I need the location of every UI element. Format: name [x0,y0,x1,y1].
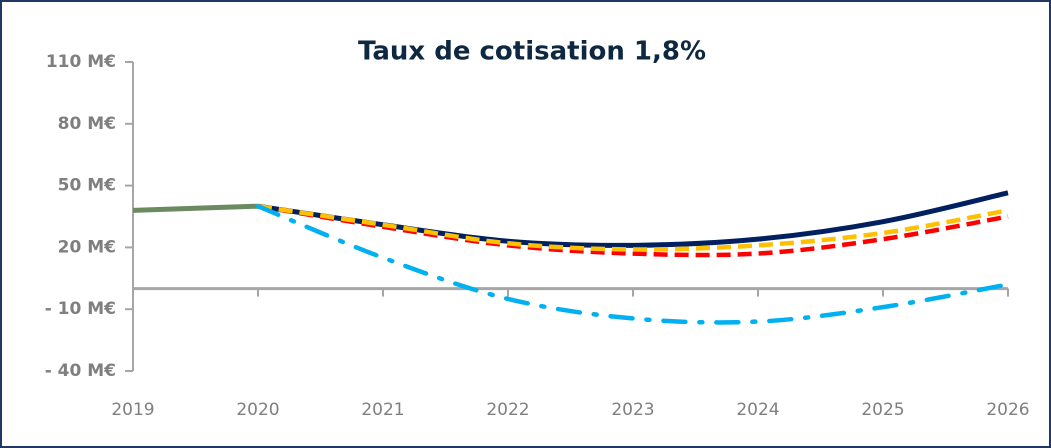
chart-title: Taux de cotisation 1,8% [358,37,706,67]
x-tick-label: 2019 [111,400,154,420]
y-tick-label: 50 M€ [58,176,116,196]
x-tick-label: 2021 [361,400,404,420]
y-tick-label: - 40 M€ [45,361,116,381]
y-tick-label: 20 M€ [58,237,116,257]
x-tick-label: 2026 [986,400,1029,420]
x-tick-label: 2024 [736,400,779,420]
x-tick-label: 2025 [861,400,904,420]
y-tick-label: 110 M€ [46,52,116,72]
x-tick-label: 2023 [611,400,654,420]
y-tick-label: 80 M€ [58,114,116,134]
series-line [255,203,1011,325]
x-tick-label: 2020 [236,400,279,420]
x-tick-label: 2022 [486,400,529,420]
y-tick-label: - 10 M€ [45,299,116,319]
series-line [132,203,259,213]
series-line [257,203,1009,252]
